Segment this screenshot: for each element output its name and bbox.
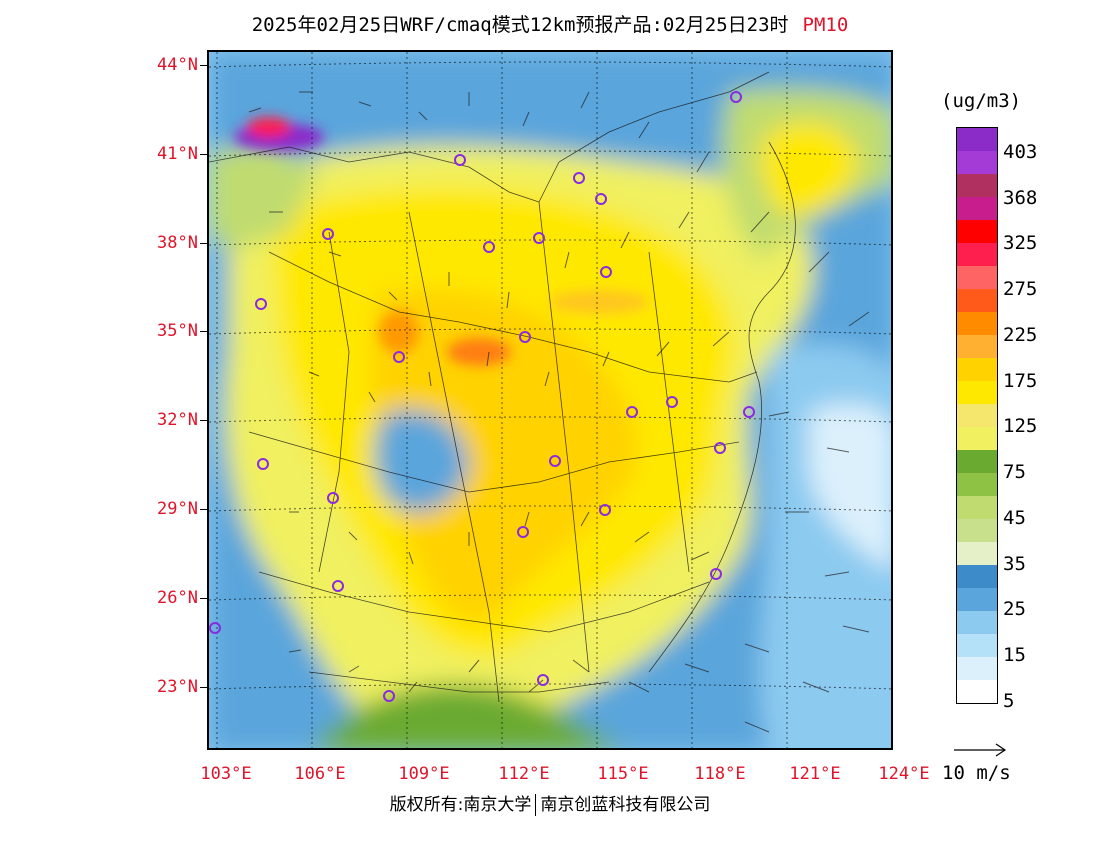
city-stations: [209, 91, 755, 702]
legend-label: 25: [1003, 598, 1026, 620]
lat-label-32: 32°N: [157, 410, 198, 430]
legend-swatch: [957, 243, 997, 266]
legend-swatch: [957, 657, 997, 680]
lon-label-109: 109°E: [398, 764, 450, 784]
legend-label: 325: [1003, 232, 1038, 254]
legend-swatch: [957, 381, 997, 404]
copyright-right: 南京创蓝科技有限公司: [540, 795, 711, 815]
legend-swatch: [957, 128, 997, 151]
legend-swatch: [957, 266, 997, 289]
legend-label: 125: [1003, 415, 1038, 437]
lat-tick: [200, 420, 207, 421]
legend-swatch: [957, 174, 997, 197]
legend-swatch: [957, 404, 997, 427]
legend-swatch: [957, 450, 997, 473]
copyright-left: 版权所有:南京大学: [389, 795, 532, 815]
legend-swatch: [957, 680, 997, 703]
legend-swatch: [957, 588, 997, 611]
legend-swatch: [957, 335, 997, 358]
pollutant-label: PM10: [802, 14, 849, 36]
lon-label-118: 118°E: [694, 764, 746, 784]
wind-vectors: [248, 91, 870, 733]
legend-label: 225: [1003, 324, 1038, 346]
legend-label: 75: [1003, 461, 1026, 483]
lon-label-124: 124°E: [878, 764, 930, 784]
lat-tick: [200, 243, 207, 244]
lat-label-41: 41°N: [157, 144, 198, 164]
legend-unit: (ug/m3): [941, 90, 1022, 112]
legend-swatch: [957, 519, 997, 542]
wind-reference-arrow: [954, 743, 1007, 757]
lon-label-115: 115°E: [597, 764, 649, 784]
copyright-separator: [535, 794, 537, 816]
lat-tick: [200, 509, 207, 510]
legend-label: 35: [1003, 553, 1026, 575]
lat-label-38: 38°N: [157, 233, 198, 253]
legend-label: 175: [1003, 370, 1038, 392]
legend-label: 5: [1003, 690, 1015, 712]
color-legend: [956, 127, 998, 704]
legend-swatch: [957, 542, 997, 565]
lat-label-26: 26°N: [157, 588, 198, 608]
legend-label: 275: [1003, 278, 1038, 300]
lat-label-44: 44°N: [157, 55, 198, 75]
lon-label-121: 121°E: [789, 764, 841, 784]
title-text: 2025年02月25日WRF/cmaq模式12km预报产品:02月25日23时: [251, 14, 789, 36]
lat-label-35: 35°N: [157, 321, 198, 341]
lon-label-106: 106°E: [294, 764, 346, 784]
forecast-map: [207, 50, 893, 750]
lat-tick: [200, 154, 207, 155]
chart-title: 2025年02月25日WRF/cmaq模式12km预报产品:02月25日23时 P…: [0, 10, 1100, 37]
legend-label: 15: [1003, 644, 1026, 666]
lon-label-103: 103°E: [200, 764, 252, 784]
legend-swatch: [957, 473, 997, 496]
legend-swatch: [957, 634, 997, 657]
lat-tick: [200, 331, 207, 332]
lat-label-23: 23°N: [157, 677, 198, 697]
copyright-footer: 版权所有:南京大学 南京创蓝科技有限公司: [0, 790, 1100, 816]
legend-swatch: [957, 358, 997, 381]
legend-swatch: [957, 220, 997, 243]
legend-swatch: [957, 312, 997, 335]
legend-swatch: [957, 151, 997, 174]
legend-swatch: [957, 427, 997, 450]
lat-tick: [200, 598, 207, 599]
legend-swatch: [957, 611, 997, 634]
lon-label-112: 112°E: [498, 764, 550, 784]
legend-label: 368: [1003, 187, 1038, 209]
legend-swatch: [957, 565, 997, 588]
wind-reference-label: 10 m/s: [942, 762, 1011, 784]
legend-swatch: [957, 197, 997, 220]
legend-swatch: [957, 496, 997, 519]
lat-label-29: 29°N: [157, 499, 198, 519]
lat-tick: [200, 65, 207, 66]
legend-swatch: [957, 289, 997, 312]
legend-label: 45: [1003, 507, 1026, 529]
pm10-field: [209, 52, 891, 748]
lat-tick: [200, 687, 207, 688]
legend-label: 403: [1003, 141, 1038, 163]
